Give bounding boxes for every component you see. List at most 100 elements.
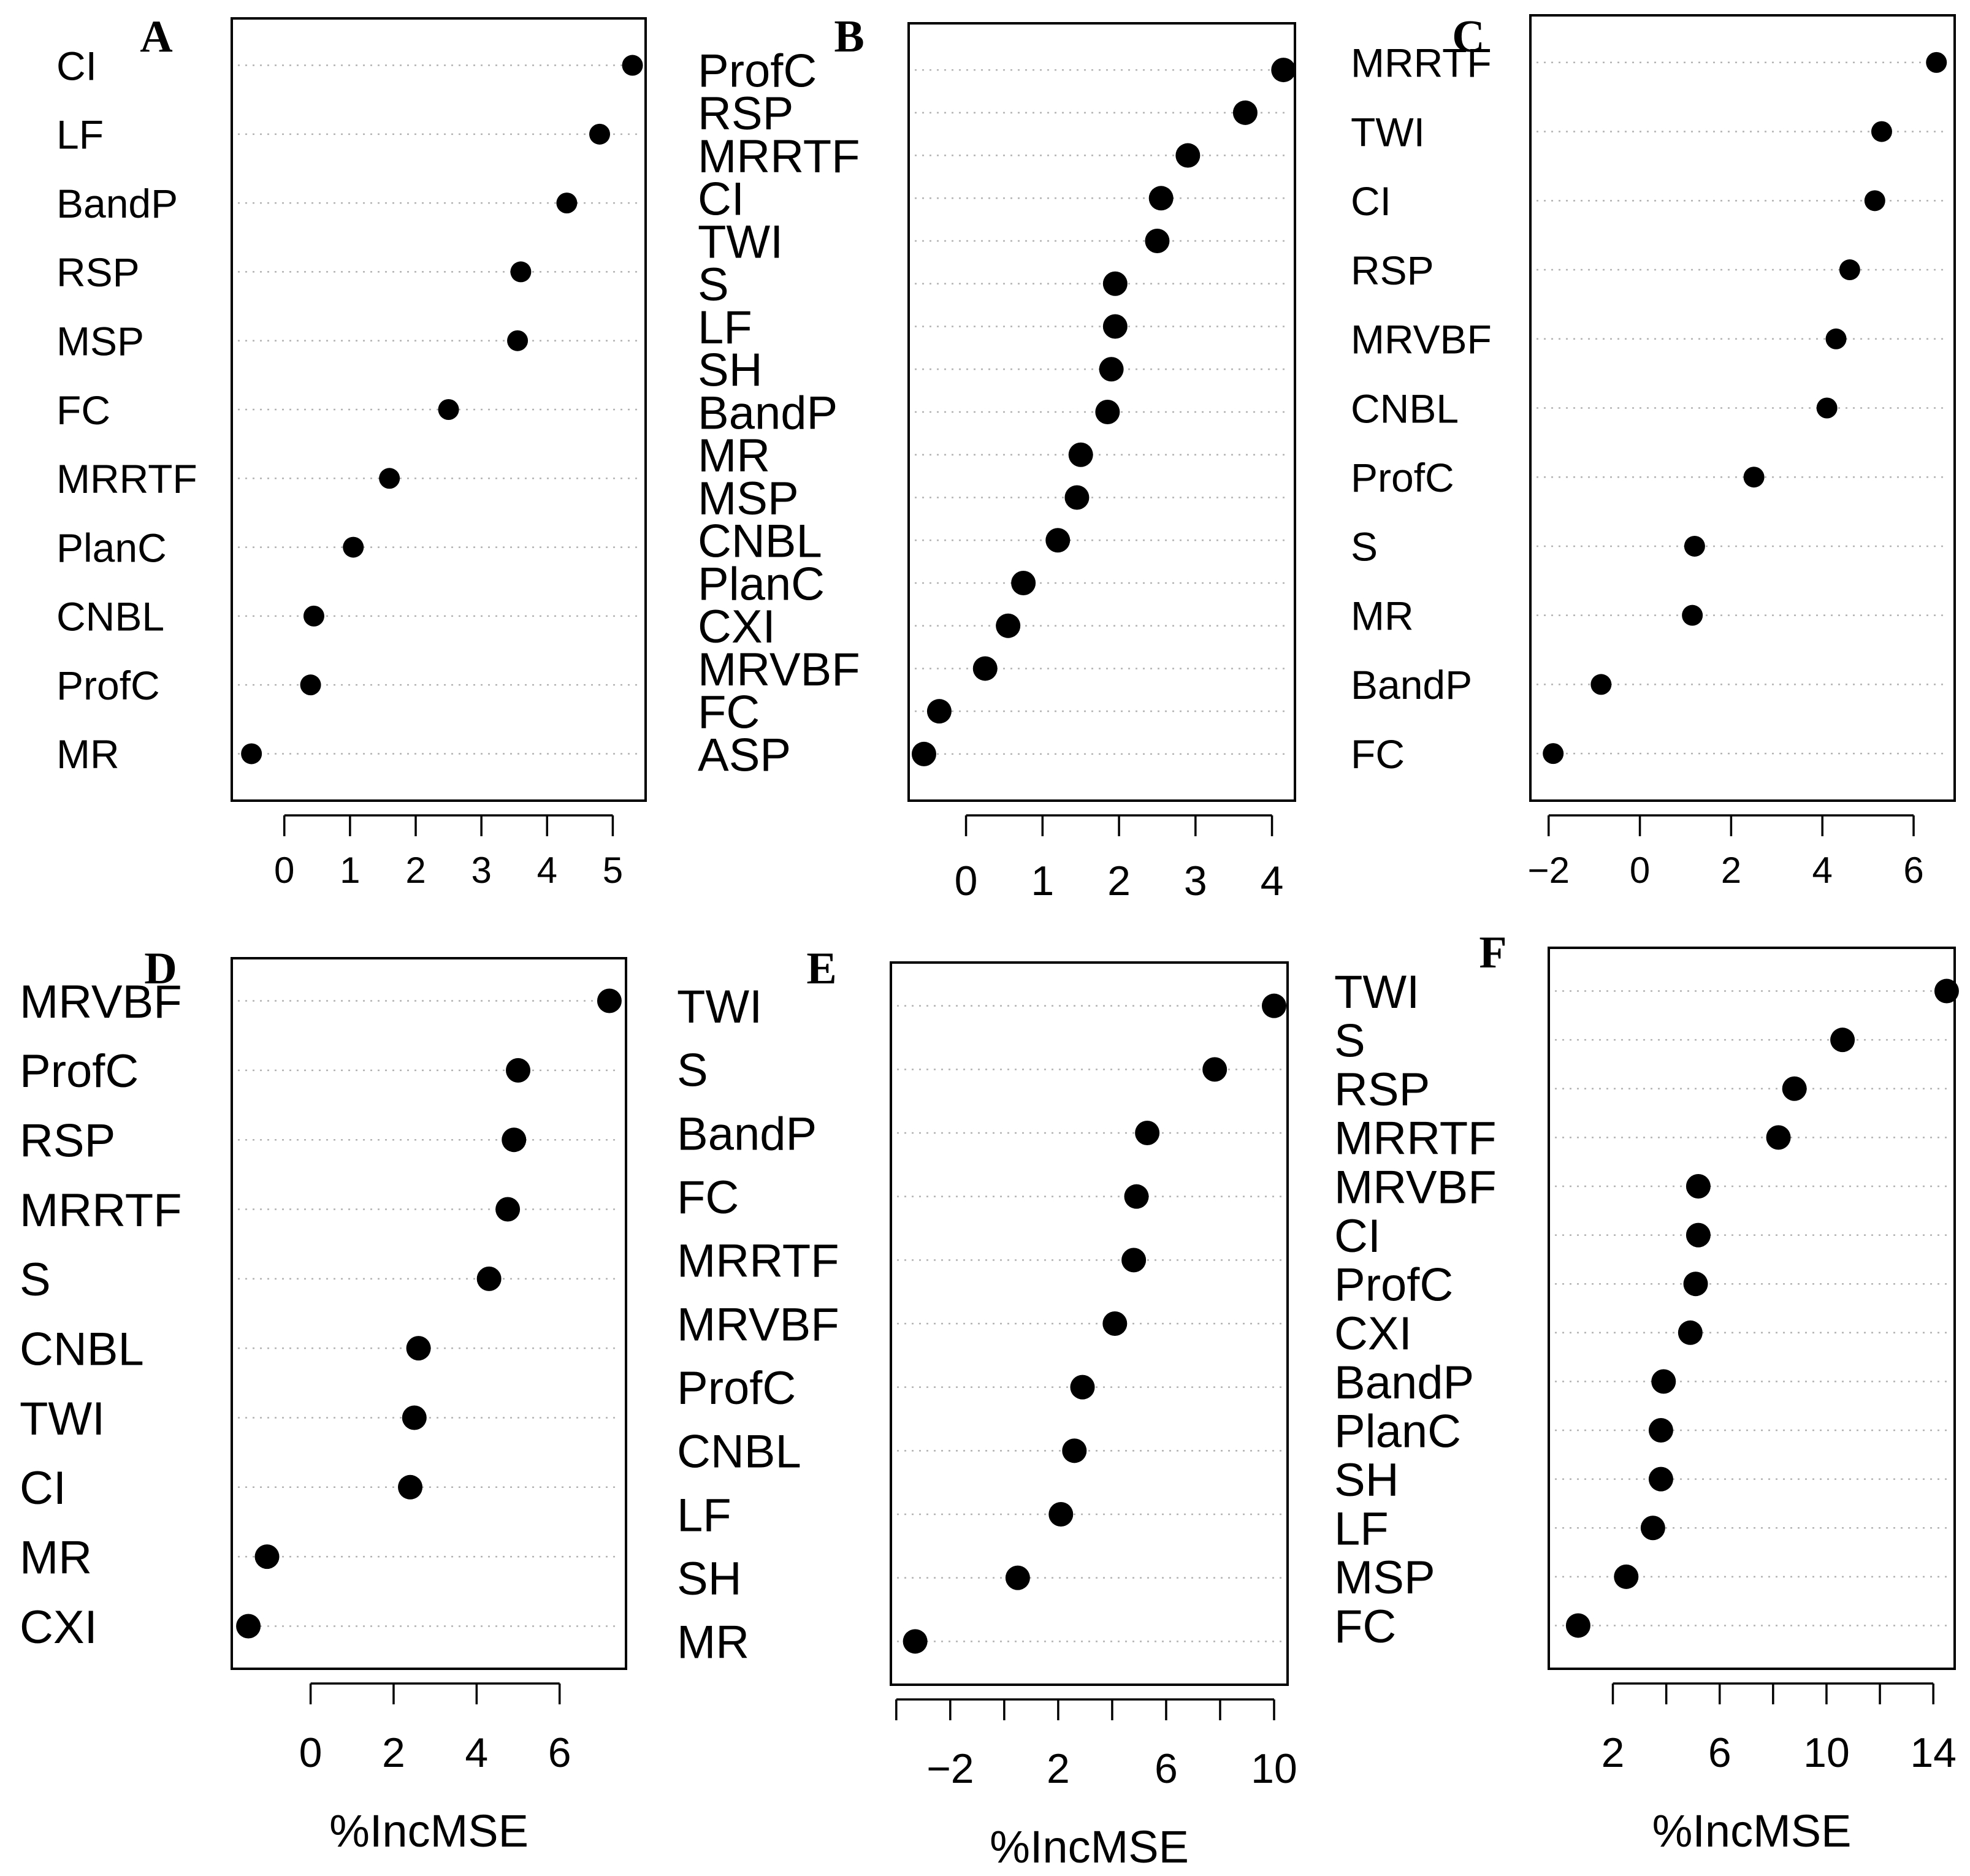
variable-label: LF bbox=[56, 112, 104, 158]
variable-label: FC bbox=[677, 1172, 739, 1224]
variable-label: MRVBF bbox=[1351, 317, 1492, 362]
x-tick-label: 5 bbox=[603, 850, 623, 891]
plot-frame bbox=[1529, 14, 1956, 802]
x-tick-label: 4 bbox=[537, 850, 557, 891]
data-point bbox=[1839, 259, 1860, 281]
plot-frame bbox=[231, 957, 627, 1670]
variable-label: ProfC bbox=[1351, 455, 1454, 500]
data-point bbox=[1062, 1438, 1087, 1463]
data-point bbox=[1202, 1057, 1227, 1082]
variable-label: TWI bbox=[677, 981, 762, 1033]
variable-label: TWI bbox=[1351, 109, 1425, 154]
x-tick-label: 0 bbox=[955, 858, 978, 904]
panel-letter: C bbox=[1452, 12, 1484, 62]
data-point bbox=[1005, 1565, 1030, 1590]
variable-label: CNBL bbox=[698, 516, 822, 568]
panel-a: A CI LF BandP RSP MSP FC MRRTF PlanC CNBL ProfC MR 0… bbox=[56, 12, 647, 891]
data-point bbox=[1871, 121, 1892, 142]
data-point bbox=[1684, 535, 1705, 557]
x-tick-label: 2 bbox=[1107, 858, 1131, 904]
data-point bbox=[1011, 570, 1036, 595]
variable-label: S bbox=[1351, 524, 1378, 570]
variable-label: FC bbox=[56, 387, 110, 433]
variable-label: S bbox=[1334, 1015, 1365, 1067]
x-tick-label: 10 bbox=[1251, 1745, 1297, 1792]
x-tick-label: 6 bbox=[1903, 850, 1923, 891]
variable-label: S bbox=[20, 1254, 51, 1306]
variable-label: RSP bbox=[1351, 248, 1434, 293]
variable-label: SH bbox=[1334, 1454, 1399, 1506]
data-point bbox=[1565, 1613, 1590, 1638]
variable-label: MR bbox=[1351, 593, 1414, 638]
panel-letter: E bbox=[806, 944, 836, 994]
panel-b: B ProfCRSPMRRTFCITWISLFSHBandPMRMSPCNBLPl… bbox=[698, 12, 1296, 904]
x-tick-label: 1 bbox=[340, 850, 360, 891]
panel-e: E TWI S BandP FC MRRTF MRVBF ProfC CNBL LF SH MR −2 2… bbox=[677, 944, 1297, 1872]
x-tick-label: 4 bbox=[1261, 858, 1284, 904]
data-point bbox=[1648, 1466, 1673, 1492]
x-tick-label: 0 bbox=[299, 1729, 323, 1776]
variable-label: LF bbox=[1334, 1503, 1389, 1555]
data-point bbox=[1678, 1320, 1703, 1345]
data-point bbox=[1271, 58, 1296, 83]
x-tick-label: 6 bbox=[1155, 1745, 1178, 1792]
data-point bbox=[1068, 442, 1093, 467]
x-axis-title: %IncMSE bbox=[1652, 1805, 1852, 1856]
data-point bbox=[556, 193, 578, 214]
variable-label: CXI bbox=[1334, 1308, 1412, 1360]
variable-label: MRVBF bbox=[1334, 1161, 1497, 1213]
variable-label: ProfC bbox=[677, 1362, 796, 1414]
variable-label: MRRTF bbox=[1334, 1113, 1497, 1165]
variable-label: MRRTF bbox=[20, 1184, 182, 1237]
variable-label: PlanC bbox=[698, 558, 825, 610]
data-point bbox=[398, 1474, 423, 1500]
variable-label: BandP bbox=[1334, 1357, 1474, 1409]
x-tick-label: 3 bbox=[1184, 858, 1207, 904]
data-point bbox=[406, 1336, 431, 1361]
data-point bbox=[1099, 357, 1124, 382]
data-point bbox=[1686, 1173, 1711, 1199]
variable-label: MRRTF bbox=[677, 1235, 839, 1287]
data-point bbox=[1934, 978, 1959, 1004]
variable-label: PlanC bbox=[1334, 1405, 1461, 1457]
data-point bbox=[1102, 314, 1128, 339]
x-tick-label: 0 bbox=[1630, 850, 1650, 891]
variable-label: RSP bbox=[56, 250, 140, 295]
variable-label: CNBL bbox=[56, 594, 164, 639]
data-point bbox=[1232, 100, 1258, 125]
variable-label: RSP bbox=[20, 1115, 115, 1167]
variable-label: TWI bbox=[20, 1393, 105, 1445]
variable-label: CI bbox=[56, 43, 97, 88]
data-point bbox=[502, 1127, 527, 1153]
variable-label: PlanC bbox=[56, 525, 167, 570]
data-point bbox=[510, 261, 532, 283]
variable-label: MRRTF bbox=[1351, 40, 1492, 86]
variable-label: MRRTF bbox=[698, 131, 860, 183]
x-tick-label: 6 bbox=[548, 1729, 571, 1776]
variable-label: CXI bbox=[20, 1601, 97, 1653]
variable-label: TWI bbox=[698, 216, 783, 268]
data-point bbox=[597, 988, 622, 1013]
data-point bbox=[1124, 1184, 1149, 1209]
variable-label: MRVBF bbox=[677, 1298, 839, 1351]
variable-label: CNBL bbox=[677, 1426, 801, 1478]
panel-letter: B bbox=[834, 12, 864, 62]
data-point bbox=[1148, 186, 1174, 211]
variable-label: RSP bbox=[698, 88, 793, 140]
data-point bbox=[1864, 190, 1885, 212]
data-point bbox=[438, 399, 459, 420]
x-tick-label: 2 bbox=[405, 850, 426, 891]
variable-label: CI bbox=[20, 1462, 66, 1514]
data-point bbox=[1766, 1125, 1791, 1150]
data-point bbox=[1102, 271, 1128, 296]
variable-label: TWI bbox=[1334, 966, 1419, 1018]
data-point bbox=[1064, 485, 1090, 510]
panel-letter: D bbox=[144, 944, 177, 994]
data-point bbox=[506, 1058, 531, 1083]
variable-label: ProfC bbox=[1334, 1259, 1453, 1311]
data-point bbox=[379, 468, 400, 489]
variable-label: MRVBF bbox=[698, 644, 860, 696]
